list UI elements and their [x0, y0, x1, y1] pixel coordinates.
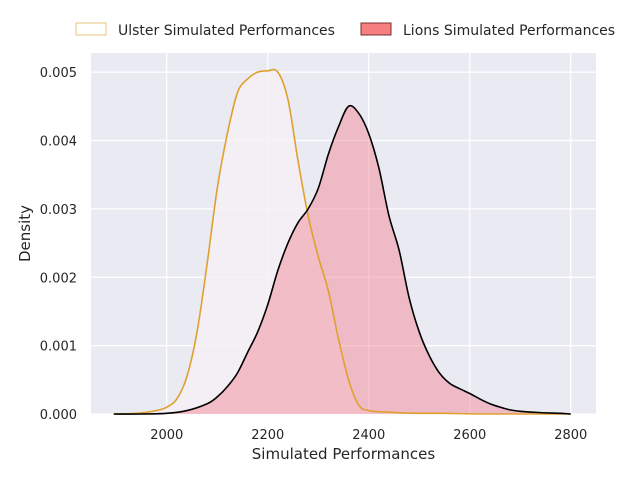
y-tick-label: 0.004: [40, 135, 77, 150]
y-tick-label: 0.003: [40, 203, 77, 218]
x-tick-label: 2000: [150, 428, 183, 443]
legend-label-ulster: Ulster Simulated Performances: [118, 23, 335, 39]
legend-label-lions: Lions Simulated Performances: [403, 23, 615, 39]
y-tick-label: 0.000: [40, 408, 77, 423]
y-tick-label: 0.005: [40, 66, 77, 81]
y-tick-label: 0.001: [40, 340, 77, 355]
density-area-lions: [113, 105, 571, 415]
x-axis-ticks: 2000 2200 2400 2600 2800: [150, 428, 587, 443]
x-axis-label: Simulated Performances: [252, 445, 436, 463]
y-axis-label: Density: [16, 205, 34, 262]
legend-swatch-ulster: [75, 22, 107, 36]
y-axis-ticks: 0.000 0.001 0.002 0.003 0.004 0.005: [40, 66, 77, 423]
x-tick-label: 2600: [453, 428, 486, 443]
x-tick-label: 2200: [251, 428, 284, 443]
legend-swatch-lions: [360, 22, 392, 36]
y-tick-label: 0.002: [40, 271, 77, 286]
x-tick-label: 2800: [554, 428, 587, 443]
density-line-lions: [113, 104, 571, 415]
density-areas: [113, 69, 571, 415]
density-area-ulster: [113, 69, 571, 415]
legend: Ulster Simulated Performances Lions Simu…: [75, 22, 615, 39]
density-line-ulster: [113, 68, 571, 415]
density-lines: [113, 68, 571, 415]
x-tick-label: 2400: [352, 428, 385, 443]
